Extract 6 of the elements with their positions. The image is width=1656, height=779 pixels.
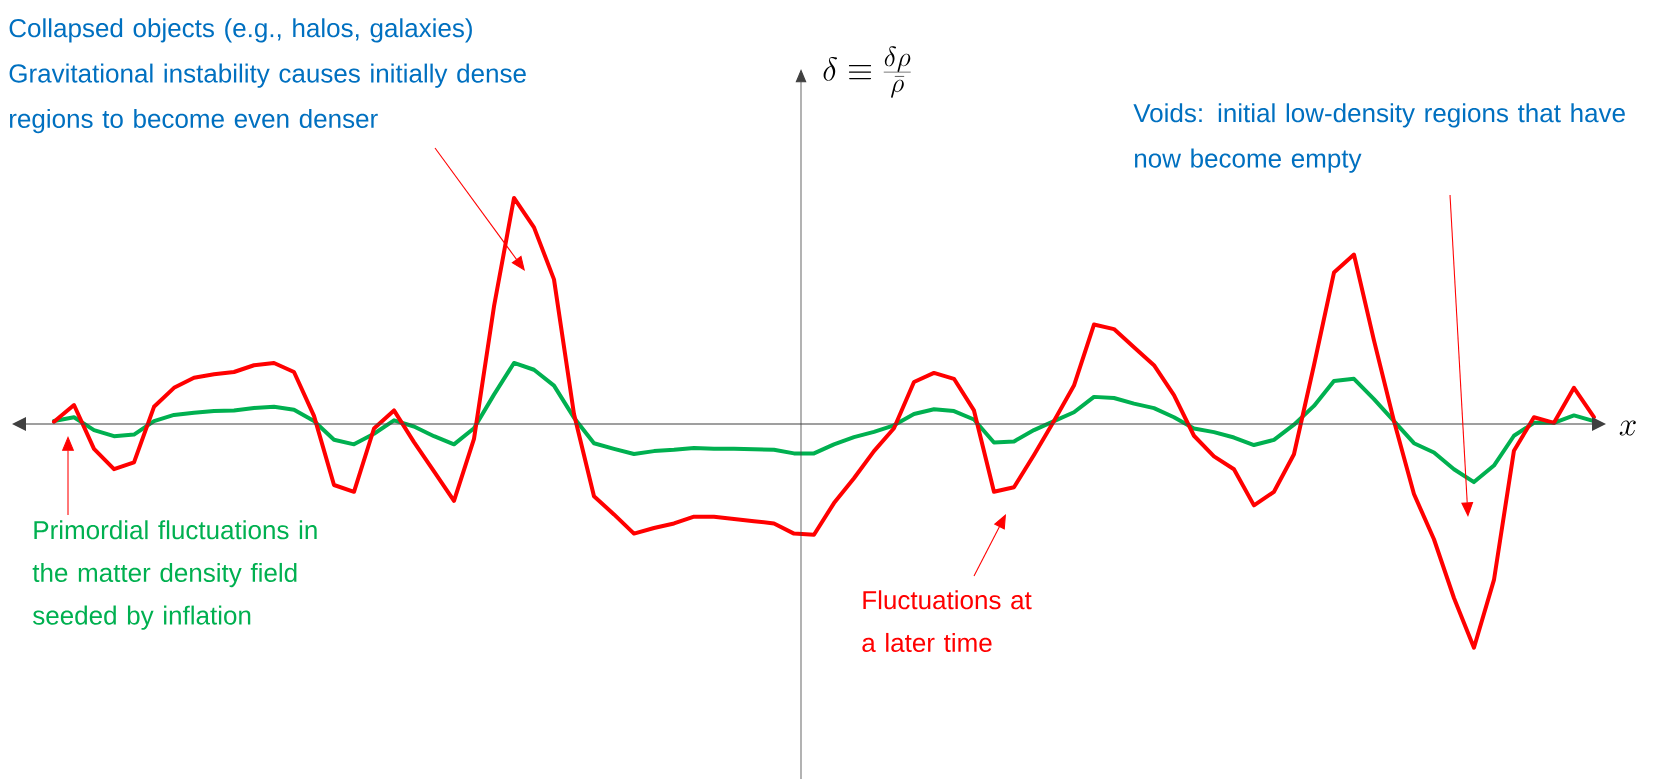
legend-label: Fluctuations at a later time <box>862 590 1032 653</box>
text: Collapsed objects (e.g., halos, galaxies) Gravitational instability causes initially dense regions to become even denser <box>9 18 526 134</box>
text: Primordial fluctuations in the matter density field seeded by inflation <box>32 520 317 630</box>
x-axis-title: $x$ <box>1619 420 1636 436</box>
text: Voids: initial low-density regions that have now become empty <box>1133 103 1625 173</box>
text: $\delta \equiv \frac{\delta\rho}{\bar{\rho}}$ <box>823 46 911 98</box>
